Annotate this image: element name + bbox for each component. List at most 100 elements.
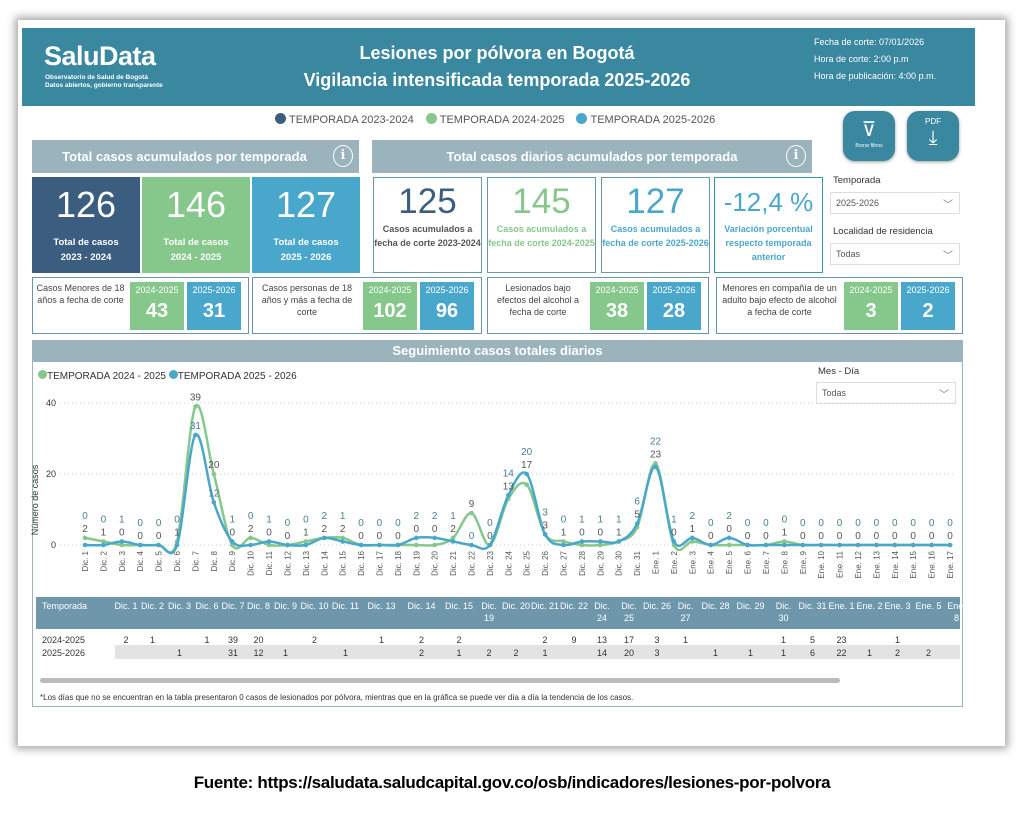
- column-header[interactable]: Dic. 14: [407, 601, 436, 611]
- column-header[interactable]: Dic. 21: [531, 601, 559, 611]
- column-header[interactable]: Ene. 1: [828, 601, 855, 611]
- column-header[interactable]: Dic. 19: [481, 601, 497, 623]
- clear-filters-button[interactable]: ⊽ Borrar filtros: [843, 111, 895, 161]
- data-label: 0: [432, 524, 438, 535]
- data-label: 0: [156, 518, 162, 529]
- column-header[interactable]: Dic. 31: [798, 601, 827, 611]
- data-label: 1: [782, 527, 788, 538]
- data-label: 1: [174, 527, 180, 538]
- column-header[interactable]: Dic. 24: [594, 601, 610, 623]
- column-header[interactable]: Dic. 27: [677, 601, 694, 623]
- column-header[interactable]: Dic. 28: [701, 601, 730, 611]
- data-point: [413, 535, 419, 541]
- data-label: 1: [340, 511, 346, 522]
- data-label: 1: [101, 527, 107, 538]
- column-header[interactable]: Dic. 13: [367, 601, 396, 611]
- info-icon[interactable]: i: [333, 145, 353, 167]
- data-point: [340, 539, 345, 544]
- column-header[interactable]: Dic. 10: [300, 601, 329, 611]
- column-header[interactable]: Dic. 2: [140, 601, 164, 611]
- column-header[interactable]: Ene. 5: [915, 601, 942, 611]
- data-label: 2: [82, 524, 88, 535]
- mes-dia-select[interactable]: Todas ﹀: [816, 382, 956, 404]
- column-header[interactable]: Ene. 8: [947, 601, 966, 623]
- data-label: 0: [395, 531, 401, 542]
- cumulative-2024-2025: 145 Casos acumulados a fecha de corte 202…: [487, 177, 596, 273]
- data-label: 0: [874, 531, 880, 542]
- data-point: [561, 542, 566, 548]
- column-header[interactable]: Dic. 11: [331, 601, 360, 611]
- x-tick-label: Ene. 1: [652, 550, 661, 574]
- temporada-label: Temporada: [833, 175, 881, 186]
- temporada-select[interactable]: 2025-2026 ﹀: [830, 192, 960, 214]
- column-header[interactable]: Dic. 7: [221, 601, 245, 611]
- x-tick-label: Dic. 16: [357, 550, 366, 575]
- data-label: 14: [503, 468, 515, 479]
- data-label: 0: [947, 518, 953, 529]
- column-header[interactable]: Dic. 15: [444, 601, 473, 611]
- x-tick-label: Dic. 30: [615, 550, 624, 575]
- horizontal-scrollbar[interactable]: [40, 678, 840, 683]
- x-tick-label: Dic. 17: [375, 550, 384, 575]
- table-cell: 1: [780, 648, 786, 658]
- data-label: 0: [837, 531, 843, 542]
- table-header: Temporada: [36, 597, 960, 629]
- table-cell: 17: [623, 635, 634, 645]
- column-header[interactable]: Dic. 25: [621, 601, 637, 623]
- kpi-value-2025-2026: 2025-2026 2: [901, 282, 955, 330]
- column-header[interactable]: Ene. 3: [884, 601, 911, 611]
- table-cell: 14: [596, 648, 607, 658]
- data-point: [892, 542, 898, 548]
- data-label: 2: [432, 511, 438, 522]
- page-title: Lesiones por pólvora en Bogotá Vigilancia…: [303, 43, 691, 90]
- table-cell: 1: [204, 635, 210, 645]
- kpi-minors-with-adult: Menores en compañía de un adulto bajo ef…: [716, 277, 963, 334]
- column-header[interactable]: Dic. 6: [195, 601, 219, 611]
- data-label: 12: [208, 488, 220, 499]
- kpi-value-2024-2025: 2024-2025 102: [363, 282, 417, 330]
- data-label: 1: [616, 514, 622, 525]
- legend-item: TEMPORADA 2024-2025: [425, 113, 564, 126]
- data-label: 0: [929, 518, 935, 529]
- download-icon: ⤓: [928, 127, 938, 149]
- data-point: [266, 542, 272, 548]
- pdf-download-button[interactable]: PDF ⤓: [907, 111, 959, 161]
- column-header[interactable]: Dic. 26: [643, 601, 671, 611]
- table-cell: 2: [925, 648, 931, 658]
- x-tick-label: Ene. 11: [836, 550, 845, 578]
- data-label: 0: [358, 518, 364, 529]
- x-tick-label: Dic. 13: [302, 550, 311, 575]
- column-header[interactable]: Dic. 22: [560, 601, 588, 611]
- data-label: 1: [266, 514, 272, 525]
- data-point: [524, 471, 530, 477]
- data-label: 0: [137, 518, 143, 529]
- column-header[interactable]: Dic. 20: [502, 601, 530, 611]
- column-header[interactable]: Dic. 1: [114, 601, 138, 611]
- x-tick-label: Dic. 29: [596, 550, 605, 575]
- x-tick-label: Ene. 6: [744, 550, 753, 574]
- x-tick-label: Ene. 2: [670, 550, 679, 574]
- data-label: 3: [542, 507, 548, 518]
- info-icon[interactable]: i: [786, 145, 806, 167]
- data-point: [82, 542, 88, 548]
- cumulative-2025-2026: 127 Casos acumulados a fecha de corte 202…: [601, 177, 710, 273]
- column-header[interactable]: Dic. 3: [167, 601, 191, 611]
- column-header[interactable]: Dic. 30: [775, 601, 792, 623]
- y-tick-label: 0: [51, 540, 56, 550]
- localidad-select[interactable]: Todas ﹀: [830, 243, 960, 265]
- data-label: 0: [855, 518, 861, 529]
- column-header[interactable]: Dic. 9: [273, 601, 297, 611]
- kpi-minors: Casos Menores de 18 años a fecha de cort…: [32, 277, 249, 334]
- column-header[interactable]: Ene. 2: [856, 601, 883, 611]
- data-point: [524, 482, 530, 487]
- table-cell: 2: [123, 635, 129, 645]
- data-point: [837, 542, 842, 548]
- legend-item: TEMPORADA 2025-2026: [576, 113, 715, 126]
- column-header[interactable]: Dic. 8: [246, 601, 270, 611]
- column-header[interactable]: Dic. 29: [736, 601, 765, 611]
- x-tick-label: Dic. 15: [339, 550, 348, 575]
- total-2025-2026: 127 Total de casos 2025 - 2026: [252, 177, 360, 273]
- data-label: 0: [818, 531, 824, 542]
- data-label: 20: [521, 447, 533, 458]
- data-label: 0: [413, 524, 419, 535]
